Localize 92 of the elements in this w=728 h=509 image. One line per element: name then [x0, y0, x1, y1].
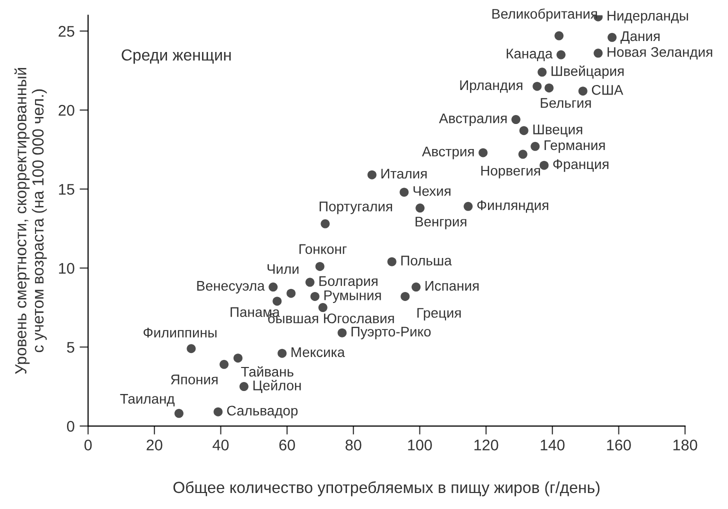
- point: [544, 83, 554, 92]
- annotation: Великобритания: [492, 8, 597, 22]
- point: [338, 328, 347, 338]
- y-axis-title: Уровень смертности, скорректированный с учетом возраста (на 100 000 чел.): [14, 68, 47, 374]
- annotation: Португалия: [320, 202, 392, 214]
- annotation: Бельгия: [540, 98, 591, 108]
- annotation: Франция: [553, 159, 608, 172]
- annotation: Чехия: [414, 186, 450, 196]
- annotation: Новая Зеландия: [608, 47, 712, 60]
- x-tick-label: 80: [346, 440, 362, 450]
- point: [519, 126, 528, 136]
- point: [578, 86, 588, 96]
- annotation: Швеция: [533, 124, 582, 137]
- point: [608, 32, 617, 42]
- point: [272, 296, 282, 306]
- point: [540, 160, 549, 170]
- annotation: Ирландия: [460, 80, 522, 93]
- annotation: Чили: [268, 264, 298, 274]
- point: [387, 257, 396, 266]
- x-axis-title: Общее количество употребляемых в пищу жиров (г/день): [173, 481, 600, 496]
- point: [412, 282, 421, 292]
- annotation: Австралия: [438, 114, 507, 126]
- annotation: Норвегия: [481, 166, 540, 178]
- annotation: Сальвадор: [227, 406, 298, 418]
- point: [367, 170, 376, 180]
- point: [278, 348, 287, 358]
- point: [416, 204, 425, 213]
- point: [464, 202, 473, 211]
- annotation: Австрия: [422, 146, 474, 160]
- x-tick-label: 140: [540, 440, 565, 450]
- annotation: Цейлон: [253, 380, 301, 393]
- point: [310, 292, 320, 301]
- point: [268, 282, 278, 292]
- annotation: Дания: [620, 31, 660, 44]
- point: [556, 50, 566, 60]
- point: [174, 408, 184, 418]
- point: [511, 115, 520, 124]
- point: [286, 288, 296, 298]
- annotation: США: [592, 84, 624, 95]
- point: [478, 148, 488, 158]
- x-tick-label: 120: [474, 440, 498, 450]
- annotation: Швейцария: [552, 66, 624, 79]
- point: [518, 150, 528, 159]
- annotation: Мексика: [292, 347, 345, 358]
- y-tick-label: 25: [58, 26, 74, 37]
- point: [305, 278, 314, 287]
- annotation: Таиланд: [120, 394, 175, 406]
- annotation: Польша: [401, 256, 452, 266]
- annotation: Германия: [544, 140, 605, 153]
- y-tick-label: 15: [59, 184, 74, 195]
- point: [530, 142, 540, 151]
- point: [214, 407, 223, 416]
- annotation: Румыния: [324, 290, 381, 303]
- point: [538, 68, 547, 77]
- annotation: Тайвань: [241, 366, 294, 377]
- x-tick-label: 0: [84, 440, 92, 450]
- annotation: Италия: [381, 168, 427, 179]
- y-tick-label: 10: [59, 262, 74, 274]
- y-tick-label: 20: [58, 104, 74, 116]
- annotation: Финляндия: [477, 200, 548, 213]
- point: [233, 354, 242, 363]
- annotation: Гонконг: [299, 244, 347, 254]
- x-tick-label: 20: [146, 440, 162, 450]
- point: [400, 292, 410, 301]
- annotation: Филиппины: [144, 328, 216, 338]
- point: [239, 382, 248, 392]
- x-tick-label: 60: [279, 440, 295, 450]
- annotation: Болгария: [319, 276, 378, 289]
- annotation: Пуэрто-Рико: [352, 326, 431, 340]
- x-tick-label: 180: [673, 440, 698, 450]
- y-tick-label: 0: [66, 420, 74, 432]
- point: [532, 82, 542, 91]
- point: [220, 360, 229, 369]
- annotation: Испания: [426, 281, 479, 291]
- annotation: Япония: [170, 374, 218, 384]
- point: [320, 219, 330, 228]
- point: [400, 188, 409, 197]
- annotation: Венесуэла: [197, 281, 265, 294]
- y-tick-label: 5: [67, 342, 74, 353]
- point: [594, 48, 603, 58]
- point: [318, 303, 328, 312]
- point: [186, 344, 196, 354]
- annotation: Венгрия: [416, 216, 466, 230]
- annotation: Нидерланды: [608, 10, 688, 24]
- annotation: Канада: [506, 48, 553, 62]
- x-tick-label: 100: [408, 440, 432, 450]
- point: [315, 262, 324, 271]
- x-tick-label: 160: [607, 440, 631, 450]
- x-tick-label: 40: [212, 440, 229, 450]
- point: [554, 31, 564, 40]
- annotation: Среди женщин: [122, 49, 231, 64]
- annotation: Греция: [417, 308, 461, 321]
